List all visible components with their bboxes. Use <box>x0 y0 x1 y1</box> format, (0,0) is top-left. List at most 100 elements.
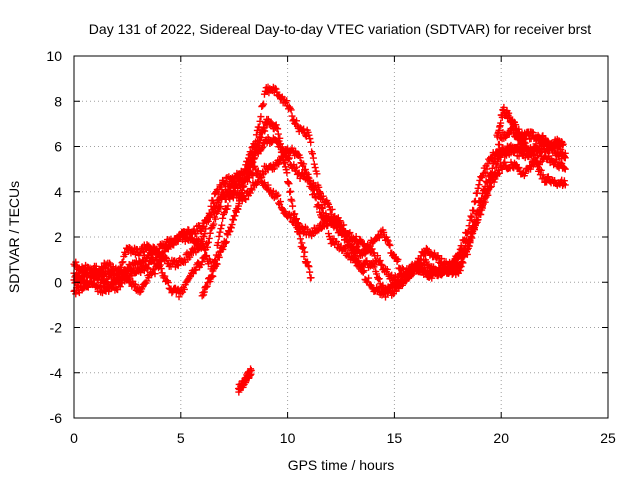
y-tick-label: 2 <box>54 229 62 245</box>
data-point <box>180 285 188 293</box>
data-point <box>202 252 210 260</box>
data-point <box>212 215 220 223</box>
data-point <box>391 283 399 291</box>
data-point <box>307 138 315 146</box>
data-point <box>164 279 172 287</box>
data-point <box>313 186 321 194</box>
data-point <box>222 238 230 246</box>
y-tick-label: -6 <box>50 410 63 426</box>
data-point <box>466 236 474 244</box>
data-point <box>314 201 322 209</box>
series-track-g <box>234 365 255 396</box>
data-point <box>210 220 218 228</box>
data-point <box>505 130 513 138</box>
data-point <box>353 243 361 251</box>
data-point <box>301 165 309 173</box>
data-point <box>300 125 308 133</box>
data-point <box>560 164 568 172</box>
data-point <box>488 164 496 172</box>
data-point <box>219 214 227 222</box>
data-point <box>264 181 272 189</box>
data-point <box>304 258 312 266</box>
data-point <box>311 164 319 172</box>
data-point <box>455 261 463 269</box>
data-point <box>144 264 152 272</box>
data-point <box>228 221 236 229</box>
data-point <box>540 174 548 182</box>
data-point <box>371 261 379 269</box>
grid <box>74 56 608 418</box>
data-point <box>484 191 492 199</box>
data-point <box>467 212 475 220</box>
data-point <box>229 216 237 224</box>
data-point <box>362 248 370 256</box>
data-point <box>205 209 213 217</box>
data-point <box>406 267 414 275</box>
data-point <box>286 104 294 112</box>
x-tick-label: 25 <box>600 430 616 446</box>
data-point <box>270 165 278 173</box>
data-point <box>137 260 145 268</box>
data-point <box>379 281 387 289</box>
data-point <box>192 265 200 273</box>
data-point <box>558 160 566 168</box>
data-point <box>511 148 519 156</box>
data-point <box>156 261 164 269</box>
data-point <box>222 239 230 247</box>
x-tick-label: 5 <box>177 430 185 446</box>
data-point <box>333 220 341 228</box>
data-point <box>310 160 318 168</box>
data-point <box>213 260 221 268</box>
data-point <box>274 191 282 199</box>
data-point <box>206 229 214 237</box>
data-point <box>276 198 284 206</box>
data-point <box>416 255 424 263</box>
data-point <box>345 235 353 243</box>
data-point <box>131 281 139 289</box>
data-point <box>376 257 384 265</box>
data-point <box>272 85 280 93</box>
data-point <box>260 179 268 187</box>
data-point <box>384 237 392 245</box>
data-point <box>217 202 225 210</box>
data-point <box>296 154 304 162</box>
data-point <box>292 215 300 223</box>
data-point <box>345 249 353 257</box>
data-point <box>477 211 485 219</box>
data-point <box>309 154 317 162</box>
data-point <box>305 263 313 271</box>
data-point <box>198 258 206 266</box>
data-point <box>197 227 205 235</box>
data-point <box>438 255 446 263</box>
data-point <box>398 264 406 272</box>
data-point <box>383 289 391 297</box>
data-point <box>186 253 194 261</box>
data-point <box>527 165 535 173</box>
data-point <box>352 233 360 241</box>
data-point <box>335 224 343 232</box>
data-point <box>304 262 312 270</box>
data-point <box>215 232 223 240</box>
data-point <box>287 195 295 203</box>
data-point <box>561 149 569 157</box>
data-point <box>527 151 535 159</box>
data-point <box>309 150 317 158</box>
data-point <box>261 127 269 135</box>
data-point <box>544 173 552 181</box>
data-point <box>319 209 327 217</box>
data-point <box>273 192 281 200</box>
data-point <box>293 117 300 125</box>
data-point <box>373 270 381 278</box>
data-point <box>214 190 222 198</box>
data-point <box>219 245 227 253</box>
data-point <box>474 184 482 192</box>
data-point <box>515 164 523 172</box>
data-point <box>539 171 547 179</box>
data-point <box>426 272 434 280</box>
data-point <box>203 282 211 290</box>
data-point <box>173 261 181 269</box>
data-point <box>198 292 206 300</box>
data-point <box>260 100 268 108</box>
data-point <box>217 225 225 233</box>
data-point <box>402 273 410 281</box>
